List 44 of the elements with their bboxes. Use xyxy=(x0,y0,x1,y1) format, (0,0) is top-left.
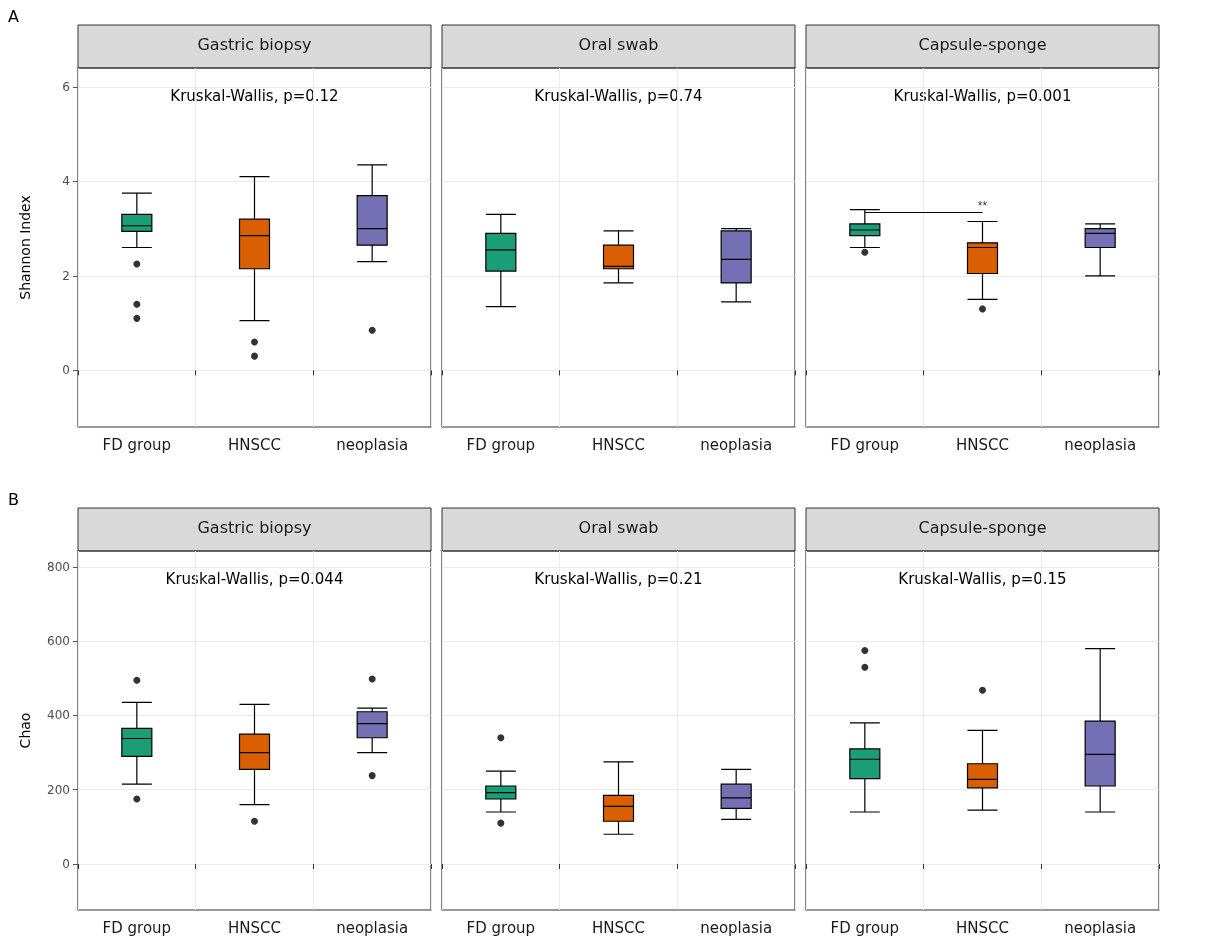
chart-title: Capsule-sponge xyxy=(918,34,1047,54)
y-tick-label: 400 xyxy=(47,708,70,723)
y-tick-label: 6 xyxy=(62,79,70,94)
x-tick-label: HNSCC xyxy=(956,918,1009,937)
x-tick-label: HNSCC xyxy=(592,435,645,454)
annotation: Kruskal-Wallis, p=0.15 xyxy=(898,569,1067,588)
chart-title: Oral swab xyxy=(578,517,659,537)
y-tick-label: 600 xyxy=(47,634,70,649)
annotation: Kruskal-Wallis, p=0.001 xyxy=(893,86,1072,105)
chart-title: Oral swab xyxy=(578,34,659,54)
x-tick-label: neoplasia xyxy=(336,435,409,454)
chart-title: Capsule-sponge xyxy=(918,517,1047,537)
x-tick-label: FD group xyxy=(466,918,536,937)
x-tick-label: HNSCC xyxy=(956,435,1009,454)
x-tick-label: HNSCC xyxy=(228,435,281,454)
x-tick-label: FD group xyxy=(102,918,172,937)
annotation: ** xyxy=(977,199,988,214)
chart-title: Gastric biopsy xyxy=(197,34,312,54)
annotation: Kruskal-Wallis, p=0.044 xyxy=(165,569,344,588)
x-tick-label: HNSCC xyxy=(592,918,645,937)
x-tick-label: neoplasia xyxy=(1064,918,1137,937)
x-tick-label: FD group xyxy=(830,435,900,454)
y-tick-label: 0 xyxy=(62,363,70,378)
x-tick-label: neoplasia xyxy=(1064,435,1137,454)
y-tick-label: 2 xyxy=(62,268,70,283)
x-tick-label: FD group xyxy=(466,435,536,454)
y-axis-title: Shannon Index xyxy=(17,195,33,300)
x-tick-label: neoplasia xyxy=(700,918,773,937)
chart-title: Gastric biopsy xyxy=(197,517,312,537)
y-axis-title: Chao xyxy=(17,712,33,749)
x-tick-label: FD group xyxy=(830,918,900,937)
text: B xyxy=(8,489,19,509)
x-tick-label: neoplasia xyxy=(700,435,773,454)
y-tick-label: 800 xyxy=(47,559,70,574)
annotation: Kruskal-Wallis, p=0.74 xyxy=(534,86,703,105)
annotation: Kruskal-Wallis, p=0.21 xyxy=(534,569,703,588)
y-tick-label: 200 xyxy=(47,782,70,797)
x-tick-label: neoplasia xyxy=(336,918,409,937)
x-tick-label: FD group xyxy=(102,435,172,454)
y-tick-label: 4 xyxy=(62,174,70,189)
x-tick-label: HNSCC xyxy=(228,918,281,937)
y-tick-label: 0 xyxy=(62,856,70,871)
annotation: Kruskal-Wallis, p=0.12 xyxy=(170,86,339,105)
text: A xyxy=(8,6,19,26)
